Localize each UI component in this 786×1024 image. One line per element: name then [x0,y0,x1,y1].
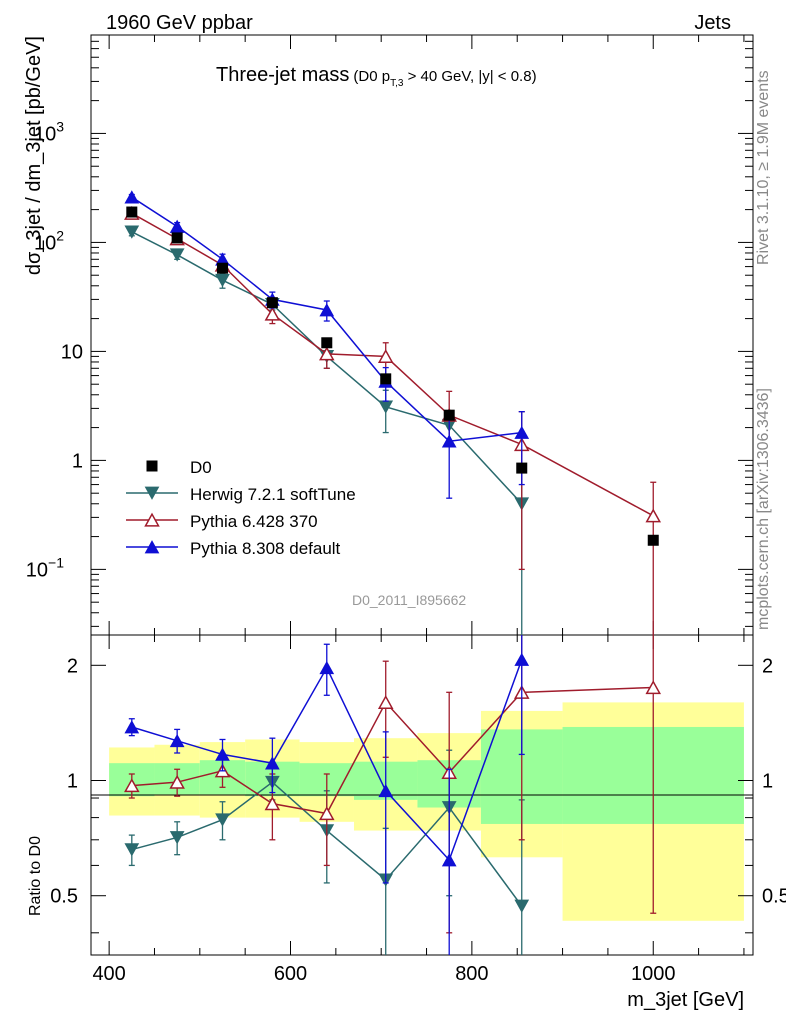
mc-point-marker [265,756,280,770]
y-axis-title-top: dσ_3jet / dm_3jet [pb/GeV] [23,36,45,275]
mc-point-marker [169,733,185,748]
mc-point-marker [144,540,160,554]
data-point-marker [266,297,278,309]
mc-point-marker [514,425,530,439]
mc-point-marker [441,853,457,867]
top-panel-series [124,190,662,635]
mc-point-marker [441,434,457,448]
legend: D0 Herwig 7.2.1 softTune Pythia 6.428 370 P… [126,458,356,558]
mc-point-marker [215,273,230,288]
data-point-marker [380,373,392,385]
legend-label-series: Pythia 8.308 default [190,539,341,558]
mc-point-marker [144,512,160,527]
rivet-label: Rivet 3.1.10, ≥ 1.9M events [755,70,772,265]
x-tick-label: 800 [455,963,488,985]
y-axis-title-bottom: Ratio to D0 [27,836,44,916]
mc-point-marker [169,831,185,845]
mc-point-marker [124,190,140,204]
series-line-ratio [131,781,523,907]
mc-point-marker [319,806,335,821]
analysis-watermark: D0_2011_I895662 [352,592,466,608]
y-tick-label-bottom: 0.5 [50,886,78,908]
series-line-top [131,231,523,505]
mc-point-marker [124,843,140,857]
mc-point-marker [169,219,185,233]
mc-point-marker [319,303,335,317]
mc-point-marker [264,796,281,811]
y-tick-label-bottom-right: 1 [762,771,773,793]
mc-point-marker [124,778,140,793]
mc-point-marker [378,783,394,798]
data-point-marker [647,534,659,546]
y-tick-label-top: 10−1 [26,554,64,581]
header-right: Jets [694,12,731,34]
x-axis-title: m_3jet [GeV] [627,989,744,1011]
y-tick-label-top: 102 [34,227,64,254]
mc-point-marker [264,306,281,321]
header-left: 1960 GeV ppbar [106,12,253,34]
uncertainty-bands [109,702,744,921]
series-line-ratio [131,659,523,862]
y-tick-label-bottom: 2 [67,655,78,677]
mc-point-marker [514,899,530,913]
y-tick-label-bottom: 1 [67,771,78,793]
x-tick-label: 400 [92,963,125,985]
mc-point-marker [319,660,335,675]
mc-point-marker [645,508,662,523]
data-point-marker [216,262,228,274]
mcplots-label: mcplots.cern.ch [arXiv:1306.3436] [755,388,772,630]
series-line-top [131,196,522,442]
legend-label-data: D0 [190,458,212,477]
mc-point-marker [645,680,662,695]
y-tick-label-top: 1 [72,450,83,472]
mc-point-marker [319,346,335,361]
x-tick-label: 1000 [631,963,676,985]
mc-point-marker [169,248,185,262]
bottom-panel-series [124,635,662,955]
legend-label-series: Herwig 7.2.1 softTune [190,485,356,504]
plot-title: Three-jet mass (D0 pT,3 > 40 GeV, |y| < 0… [216,64,537,89]
data-point-marker [321,337,333,349]
mc-point-marker [377,348,394,363]
data-point-marker [126,206,138,218]
mc-point-marker [124,720,140,734]
mc-point-marker [124,225,140,239]
mc-point-marker [377,694,394,709]
mc-point-marker [378,400,394,414]
y-tick-label-top: 103 [34,118,64,145]
mc-point-marker [169,774,185,789]
y-tick-label-bottom-right: 2 [762,655,773,677]
data-point-marker [516,462,528,474]
y-tick-label-top: 10 [61,341,83,363]
legend-label-series: Pythia 6.428 370 [190,512,318,531]
mc-point-marker [144,486,160,500]
x-tick-label: 600 [274,963,307,985]
mc-point-marker [514,652,530,666]
mc-point-marker [215,813,230,827]
data-point-marker [171,232,183,244]
y-tick-label-bottom-right: 0.5 [762,886,786,908]
data-point-marker [443,409,455,421]
data-point-marker [146,460,158,472]
axis-ticks [91,34,753,955]
mc-point-marker [215,747,230,761]
